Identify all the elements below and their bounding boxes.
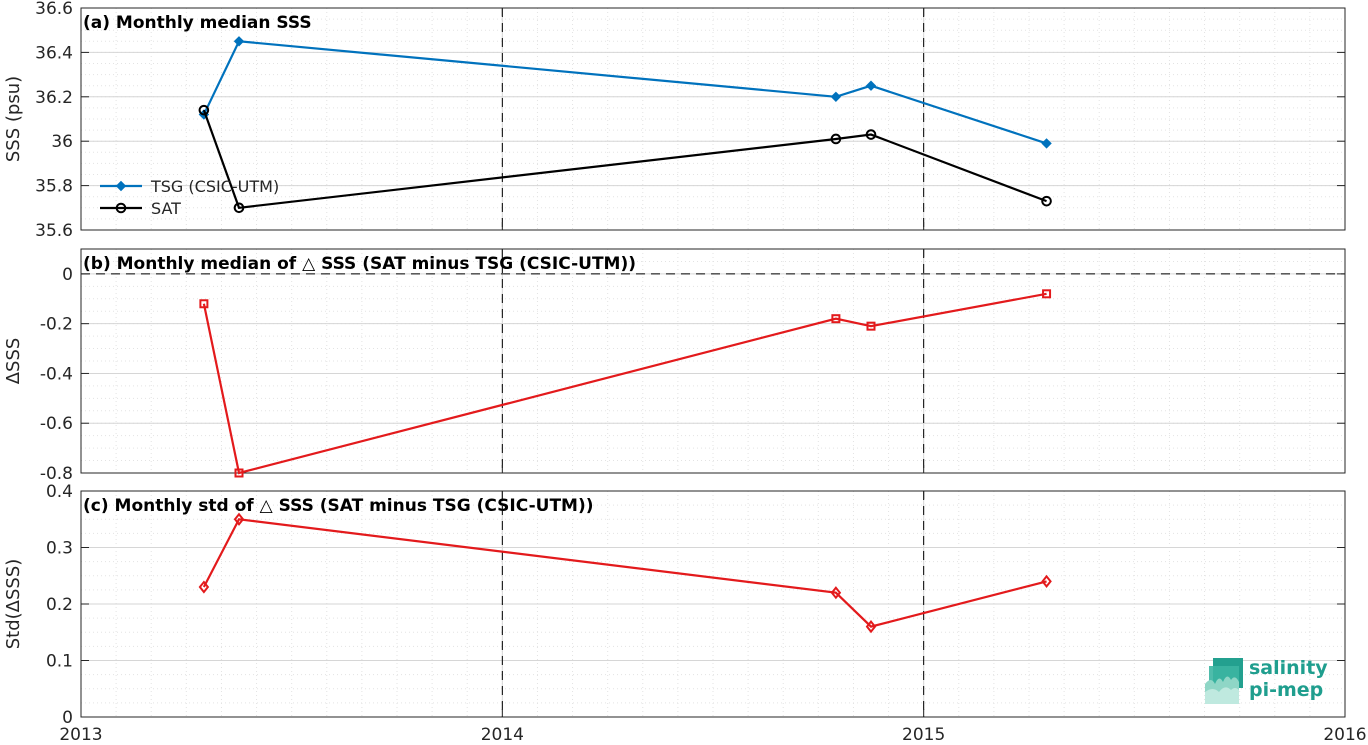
x-tick-label: 2016 [1323,725,1366,745]
y-tick-label: 0 [62,708,73,728]
x-tick-label: 2014 [481,725,524,745]
y-tick-label: 35.6 [35,221,73,241]
y-axis-label: ΔSSS [3,338,24,385]
data-point [199,299,209,309]
y-tick-label: 36.6 [35,0,73,19]
series-line [202,109,1047,209]
y-tick-label: 0.4 [46,482,73,502]
panel-c: 0 0.1 0.2 0.3 0.4 2013 2014 2015 2016 Std(ΔSSS) (c… [3,482,1367,745]
data-point [233,512,245,526]
data-point [234,468,244,478]
x-tick-label: 2015 [902,725,945,745]
panel-title: (b) Monthly median of △ SSS (SAT minus T… [83,254,636,274]
data-point [830,586,842,600]
data-point [198,104,210,116]
y-tick-label: 0.3 [46,539,73,559]
series-line [202,518,1047,628]
data-point [831,314,841,324]
y-tick-label: -0.6 [40,414,73,434]
data-point [830,133,842,145]
y-tick-label: 0 [62,265,73,285]
data-point [1041,195,1052,207]
data-point [865,619,877,634]
data-point [233,36,245,47]
logo-word-pimep: pi-mep [1249,679,1324,701]
logo-word-salinity: salinity [1249,657,1328,679]
data-point [865,129,877,140]
panel-title: (c) Monthly std of △ SSS (SAT minus TSG … [83,496,594,516]
data-point [115,202,127,214]
y-tick-label: 36 [51,132,73,152]
series-line [202,40,1047,145]
data-point [115,180,127,192]
salinity-pimep-logo: salinity pi-mep [1205,656,1335,708]
y-tick-label: -0.2 [40,315,73,335]
y-tick-label: 36.2 [35,88,73,108]
data-point [1041,138,1052,149]
y-tick-label: 36.4 [35,43,73,63]
y-tick-label: 35.8 [35,177,73,197]
axes-box [80,248,1346,474]
y-tick-label: 0.1 [46,652,73,672]
y-tick-label: 0.2 [46,595,73,615]
data-point [198,580,210,594]
panel-title: (a) Monthly median SSS [83,13,312,33]
data-point [865,80,877,91]
data-point [1041,574,1052,589]
data-point [233,202,245,214]
x-tick-label: 2013 [59,725,102,745]
data-point [866,321,876,331]
data-point [830,91,842,103]
legend-label: SAT [151,199,181,218]
salinity-pimep-logo-icon [1205,658,1243,704]
y-axis-label: Std(ΔSSS) [3,559,24,650]
series-line [202,292,1047,475]
y-tick-label: -0.4 [40,364,73,384]
legend-label: TSG (CSIC-UTM) [150,177,279,196]
y-tick-label: -0.8 [40,464,73,484]
panel-b: -0.8 -0.6 -0.4 -0.2 0 ΔSSS (b) Monthly median … [3,248,1346,484]
y-axis-label: SSS (psu) [3,76,24,162]
panel-a: 35.6 35.8 36 36.2 36.4 36.6 SSS (psu) (a) Month… [3,0,1346,241]
data-point [1042,289,1052,299]
axes-box [80,7,1346,231]
